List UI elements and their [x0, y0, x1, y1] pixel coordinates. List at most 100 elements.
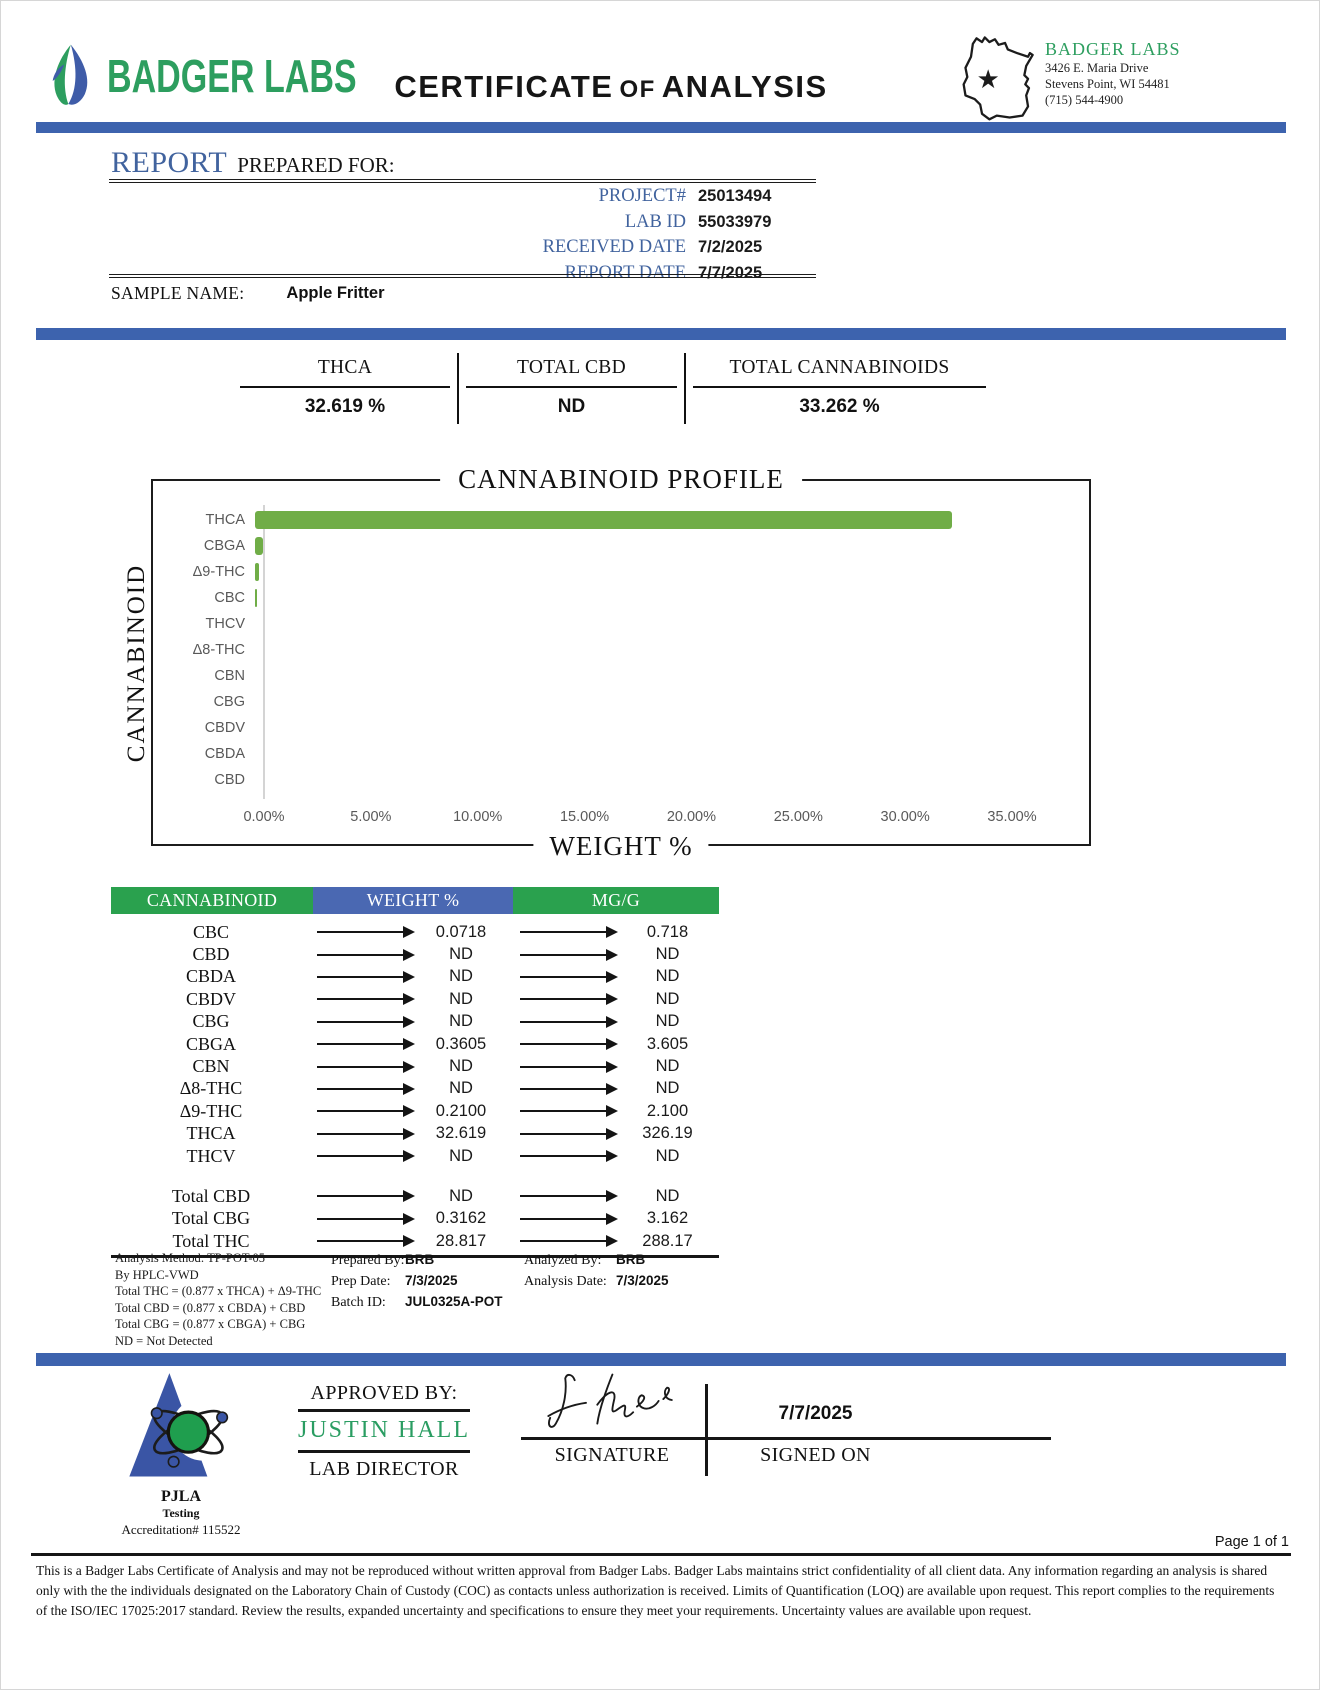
lab-phone: (715) 544-4900 [1045, 93, 1124, 107]
chart-row: CBGA [153, 533, 1013, 559]
right-arrow-icon [317, 948, 415, 961]
prep-label: Prep Date: [331, 1274, 391, 1289]
chart-bar-track [255, 559, 1003, 585]
method-note-line: Total CBG = (0.877 x CBGA) + CBG [115, 1317, 306, 1331]
chart-row: THCA [153, 507, 1013, 533]
approver-name: JUSTIN HALL [298, 1417, 470, 1443]
chart-row: THCV [153, 611, 1013, 637]
table-row: Δ9-THC 0.2100 2.100 [111, 1100, 719, 1122]
potency-summary: THCA 32.619 % TOTAL CBD ND TOTAL CANNABI… [233, 353, 993, 424]
analysis-info: Analyzed By: BRB Analysis Date: 7/3/2025 [524, 1252, 669, 1294]
weight-percent-value: ND [449, 1079, 473, 1098]
lab-address-line: 3426 E. Maria Drive [1045, 61, 1149, 75]
summary-value: 32.619 % [304, 396, 386, 417]
chart-category-label: CBN [214, 668, 245, 684]
weight-percent-value: ND [449, 1146, 473, 1165]
sample-name-label: SAMPLE NAME: [111, 283, 245, 303]
summary-column: TOTAL CANNABINOIDS 33.262 % [686, 353, 993, 424]
analyte-name: Total CBG [171, 1208, 251, 1229]
analyte-name: CBDV [185, 988, 236, 1009]
brand-name: BADGER LABS [107, 50, 357, 102]
chart-category-label: CBDA [204, 746, 245, 762]
signed-on-label: SIGNED ON [760, 1444, 871, 1466]
approved-by-block: APPROVED BY: JUSTIN HALL LAB DIRECTOR [298, 1382, 470, 1481]
right-arrow-icon [317, 970, 415, 983]
right-arrow-icon [519, 1235, 618, 1248]
analyte-name: CBD [192, 944, 230, 965]
mg-per-g-value: 326.19 [642, 1124, 693, 1143]
cannabinoid-table-totals: Total CBD ND ND Total CBG 0.3162 3.162 Total T… [111, 1185, 719, 1259]
analyte-name: CBGA [185, 1033, 236, 1054]
weight-percent-value: ND [449, 1057, 473, 1076]
right-arrow-icon [317, 926, 415, 939]
right-arrow-icon [519, 948, 618, 961]
weight-percent-value: 28.817 [435, 1231, 487, 1250]
mg-per-g-value: ND [655, 1146, 680, 1165]
table-row: CBDA ND ND [111, 966, 719, 988]
cannabinoid-table-body: CBC 0.0718 0.718 CBD ND ND CBDA ND ND CBDV ND ND CBG… [111, 914, 719, 1167]
analyte-name: Δ8-THC [179, 1078, 243, 1099]
chart-xtick-label: 35.00% [987, 809, 1037, 825]
report-section-heading: REPORT PREPARED FOR: [111, 146, 395, 180]
analyte-name: CBN [192, 1056, 230, 1077]
summary-column: TOTAL CBD ND [459, 353, 686, 424]
summary-label: THCA [240, 353, 450, 388]
report-heading-primary: REPORT [111, 146, 228, 179]
right-arrow-icon [519, 1060, 618, 1073]
field-value: 55033979 [698, 212, 772, 231]
chart-category-label: THCV [205, 616, 245, 632]
summary-label: TOTAL CBD [466, 353, 677, 388]
signature-line [521, 1437, 1051, 1440]
field-value: 25013494 [698, 187, 772, 206]
analyte-name: CBDA [185, 966, 236, 987]
right-arrow-icon [317, 1082, 415, 1095]
summary-column: THCA 32.619 % [233, 353, 459, 424]
chart-bar [255, 537, 263, 555]
footer-rule [31, 1553, 1291, 1556]
field-label: PROJECT# [598, 186, 686, 207]
method-note-line: Total THC = (0.877 x THCA) + Δ9-THC [115, 1284, 322, 1298]
weight-percent-value: ND [449, 945, 473, 964]
analyte-name: Total CBD [171, 1185, 251, 1206]
prep-value: 7/3/2025 [405, 1273, 458, 1288]
chart-category-label: Δ9-THC [192, 564, 245, 580]
right-arrow-icon [519, 1150, 618, 1163]
field-label: LAB ID [624, 211, 686, 232]
sample-name-value: Apple Fritter [286, 284, 385, 302]
chart-category-label: THCA [205, 512, 245, 528]
chart-title: CANNABINOID PROFILE [440, 464, 802, 495]
report-field-row: RECEIVED DATE 7/2/2025 [111, 235, 816, 261]
chart-bar-track [255, 585, 1003, 611]
table-row: Total CBG 0.3162 3.162 [111, 1208, 719, 1230]
mg-per-g-value: ND [655, 967, 680, 986]
right-arrow-icon [519, 1082, 618, 1095]
table-row: CBC 0.0718 0.718 [111, 921, 719, 943]
table-row: CBGA 0.3605 3.605 [111, 1033, 719, 1055]
right-arrow-icon [519, 1015, 618, 1028]
report-fields: PROJECT# 25013494 LAB ID 55033979 RECEIV… [111, 184, 816, 286]
mg-per-g-value: 288.17 [642, 1231, 693, 1250]
pjla-sublabel: Testing [162, 1506, 200, 1520]
title-part: CERTIFICATE [394, 69, 614, 104]
prep-row: Prepared By: BRB [331, 1252, 503, 1273]
summary-label: TOTAL CANNABINOIDS [693, 353, 986, 388]
wisconsin-state-icon: ★ [962, 36, 1034, 121]
cannabinoid-table: CANNABINOID WEIGHT % MG/G CBC 0.0718 0.718… [111, 887, 719, 1259]
mg-per-g-value: 3.605 [646, 1034, 689, 1053]
right-arrow-icon [317, 993, 415, 1006]
weight-percent-value: ND [449, 967, 473, 986]
right-arrow-icon [317, 1060, 415, 1073]
analyte-name: CBC [192, 921, 230, 942]
table-header-cell: WEIGHT % [313, 887, 513, 914]
chart-bar [255, 511, 953, 529]
table-header-cell: MG/G [513, 887, 719, 914]
chart-row: Δ8-THC [153, 637, 1013, 663]
prep-value: BRB [405, 1252, 435, 1267]
analyte-name: Total THC [172, 1230, 250, 1251]
rule [298, 1450, 470, 1453]
right-arrow-icon [317, 1212, 415, 1225]
chart-bar-track [255, 611, 1003, 637]
field-label: RECEIVED DATE [542, 237, 686, 258]
chart-bar-track [255, 663, 1003, 689]
report-field-row: PROJECT# 25013494 [111, 184, 816, 210]
